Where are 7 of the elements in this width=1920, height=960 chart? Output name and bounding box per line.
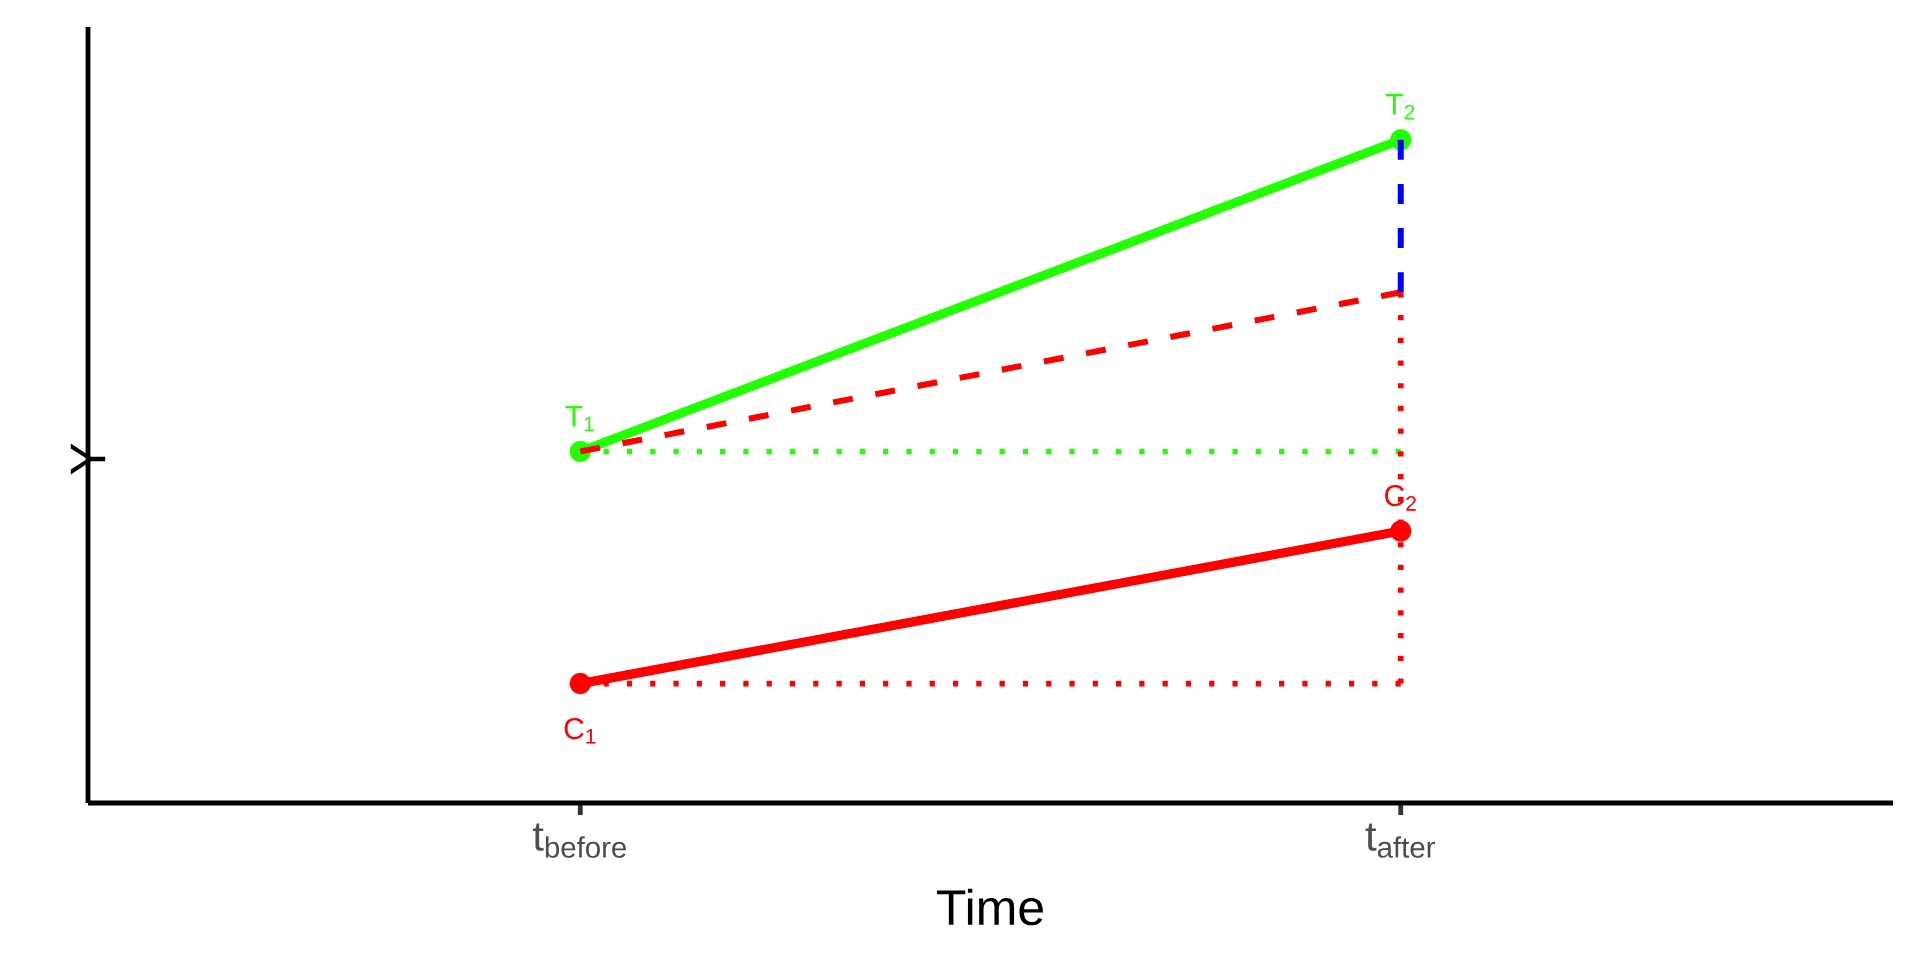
annotation: T$_{2}$ [1385, 93, 1415, 120]
x-tick-label: t$_{after}$ [1365, 823, 1435, 858]
annotation: T$_{1}$ [565, 405, 594, 432]
x-tick-label: t$_{before}$ [532, 823, 626, 858]
annotation: C$_{2}$ [1385, 484, 1416, 511]
x-axis-title: Time [937, 888, 1043, 926]
annotation: C$_{1}$ [564, 718, 596, 744]
